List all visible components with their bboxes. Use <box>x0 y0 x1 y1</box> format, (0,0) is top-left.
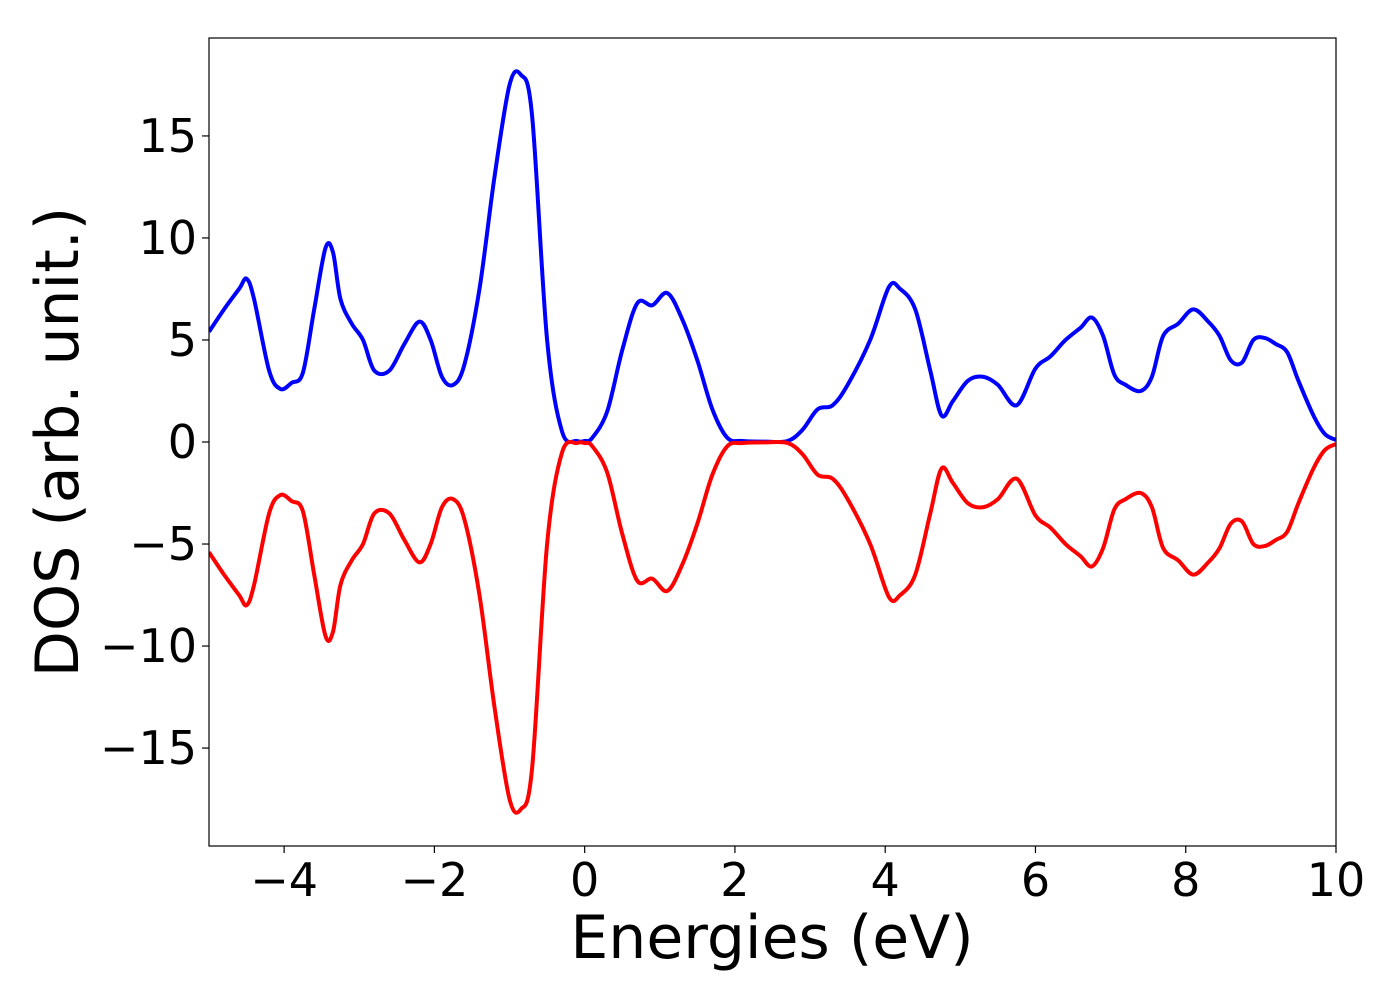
x-tick-label: 6 <box>1021 853 1050 907</box>
y-tick-label: −10 <box>100 619 197 673</box>
x-tick-label: 2 <box>720 853 749 907</box>
x-tick-label: −4 <box>250 853 318 907</box>
x-tick-label: 0 <box>570 853 599 907</box>
x-tick-label: 10 <box>1307 853 1366 907</box>
x-tick-label: 4 <box>871 853 900 907</box>
series-line-1 <box>209 69 1336 445</box>
x-tick-label: −2 <box>400 853 468 907</box>
y-tick-label: −5 <box>129 517 197 571</box>
y-tick-label: 10 <box>138 211 197 265</box>
y-tick-label: 0 <box>168 415 197 469</box>
series-layer <box>209 69 1336 815</box>
x-axis-label: Energies (eV) <box>570 903 973 973</box>
ticks-layer: −4 −2 0 2 4 6 8 10 15 10 5 0 −5 −10 −15 <box>100 109 1365 907</box>
y-tick-label: 15 <box>138 109 197 163</box>
series-line-2 <box>209 439 1336 815</box>
y-tick-label: 5 <box>168 313 197 367</box>
y-axis-label: DOS (arb. unit.) <box>23 207 93 677</box>
y-tick-label: −15 <box>100 721 197 775</box>
x-tick-label: 8 <box>1171 853 1200 907</box>
